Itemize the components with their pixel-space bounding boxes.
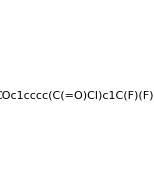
Text: COc1cccc(C(=O)Cl)c1C(F)(F)F: COc1cccc(C(=O)Cl)c1C(F)(F)F — [0, 91, 154, 101]
